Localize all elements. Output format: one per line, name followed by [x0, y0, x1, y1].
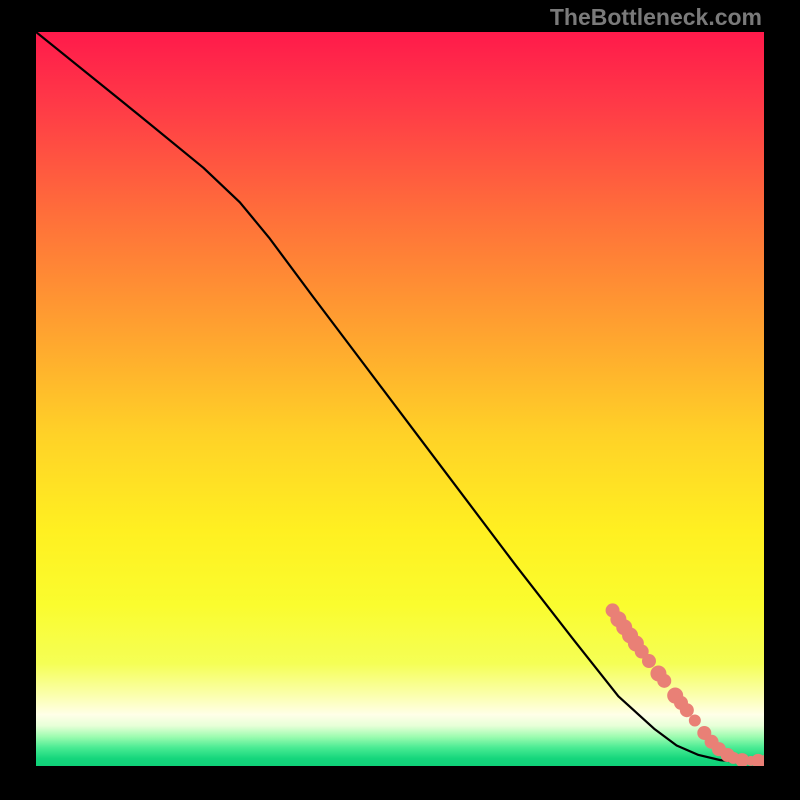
chart-container: TheBottleneck.com — [0, 0, 800, 800]
data-marker — [680, 703, 694, 717]
plot-area — [36, 32, 764, 766]
data-marker — [689, 714, 701, 726]
watermark-text: TheBottleneck.com — [550, 4, 762, 31]
bottleneck-curve — [36, 32, 764, 762]
chart-overlay — [36, 32, 764, 766]
data-marker — [657, 674, 671, 688]
data-marker — [642, 654, 656, 668]
